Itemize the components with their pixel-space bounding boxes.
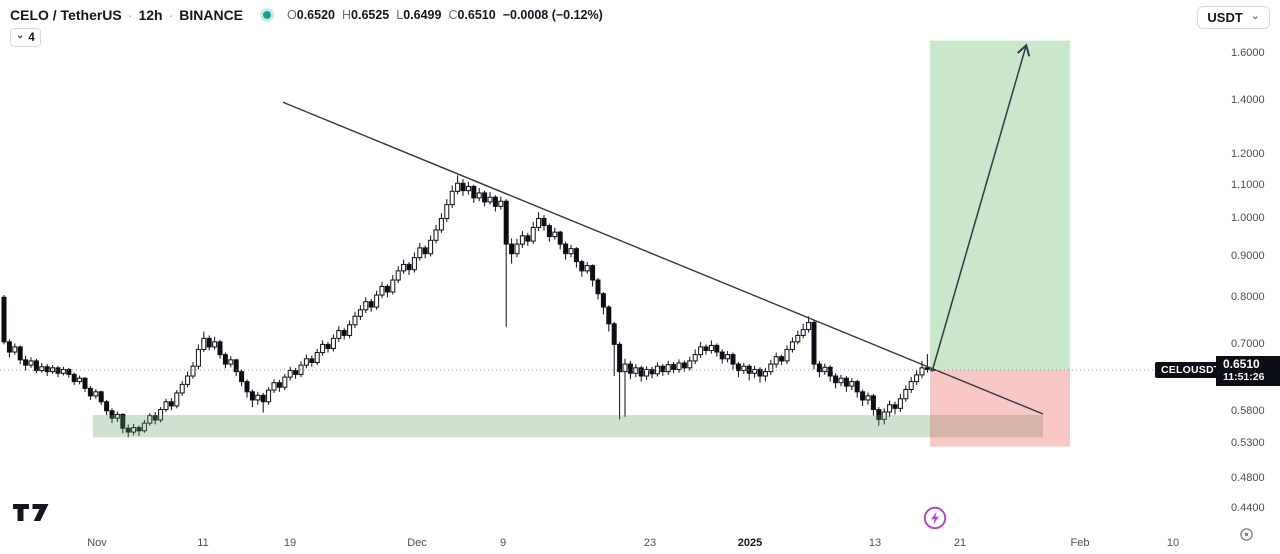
time-tick-label: Feb xyxy=(1070,537,1090,549)
price-tick-label: 0.5800 xyxy=(1231,404,1265,417)
change-value: −0.0008 (−0.12%) xyxy=(502,8,603,22)
currency-selector-button[interactable]: USDT ⌄ xyxy=(1197,6,1270,29)
time-tick-label: Nov xyxy=(87,537,107,549)
symbol-price-label: CELOUSDT xyxy=(1155,362,1227,378)
price-tick-label: 1.2000 xyxy=(1231,148,1265,161)
time-tick-label: 19 xyxy=(283,537,297,549)
time-axis[interactable]: Nov 11 19 Dec 9 23 2025 13 21 Feb 10 xyxy=(0,534,1222,554)
long-position-tool[interactable] xyxy=(930,40,1070,447)
last-price-tag: 0.6510 11:51:26 xyxy=(1216,356,1280,386)
chevron-down-icon: ⌄ xyxy=(1250,10,1260,22)
market-status-icon xyxy=(263,11,272,19)
time-tick-label: 11 xyxy=(197,537,209,549)
exchange-label[interactable]: BINANCE xyxy=(179,7,244,23)
chevron-down-icon: ⌄ xyxy=(16,29,25,41)
price-tick-label: 1.6000 xyxy=(1231,46,1265,59)
last-price: 0.6510 xyxy=(1223,357,1260,371)
time-tick-label: 10 xyxy=(1166,537,1180,549)
price-tick-label: 0.5300 xyxy=(1231,436,1265,449)
interval-label[interactable]: 12h xyxy=(138,7,163,23)
drawings-count: 4 xyxy=(28,31,35,44)
separator: · xyxy=(168,7,174,23)
price-tick-label: 0.9000 xyxy=(1231,249,1265,262)
separator: · xyxy=(127,7,133,23)
price-tick-label: 0.7000 xyxy=(1231,338,1265,351)
ohlc-values: O0.6520 H0.6525 L0.6499 C0.6510 −0.0008 … xyxy=(287,8,603,22)
currency-label: USDT xyxy=(1207,10,1243,25)
projection-arrow[interactable] xyxy=(931,43,1031,372)
time-tick-label: 13 xyxy=(868,537,882,549)
price-tick-label: 1.1000 xyxy=(1231,178,1265,191)
candlestick-series xyxy=(1,175,936,438)
target-circle-icon[interactable] xyxy=(1239,527,1254,547)
time-tick-label: 9 xyxy=(499,537,507,549)
price-tick-label: 1.0000 xyxy=(1231,212,1265,225)
support-zone-rectangle[interactable] xyxy=(93,415,1043,438)
price-tick-label: 0.8000 xyxy=(1231,291,1265,304)
price-axis[interactable]: 1.6000 1.4000 1.2000 1.1000 1.0000 0.9000 0.80… xyxy=(1222,0,1280,528)
time-tick-label: Dec xyxy=(407,537,427,549)
descending-trendline[interactable] xyxy=(282,101,1044,415)
price-tick-label: 0.4800 xyxy=(1231,471,1265,484)
price-tick-label: 1.4000 xyxy=(1231,93,1265,106)
bar-countdown: 11:51:26 xyxy=(1223,371,1265,383)
drawings-count-badge[interactable]: ⌄ 4 xyxy=(10,28,41,47)
symbol-title[interactable]: CELO / TetherUS xyxy=(10,7,122,23)
price-tick-label: 0.4400 xyxy=(1231,502,1265,515)
tradingview-logo[interactable] xyxy=(12,503,50,528)
time-tick-label: 23 xyxy=(643,537,657,549)
lightning-boost-icon[interactable] xyxy=(922,505,948,536)
time-tick-label: 21 xyxy=(953,537,967,549)
symbol-header[interactable]: CELO / TetherUS · 12h · BINANCE O0.6520 … xyxy=(10,7,603,23)
time-tick-label: 2025 xyxy=(737,537,763,549)
